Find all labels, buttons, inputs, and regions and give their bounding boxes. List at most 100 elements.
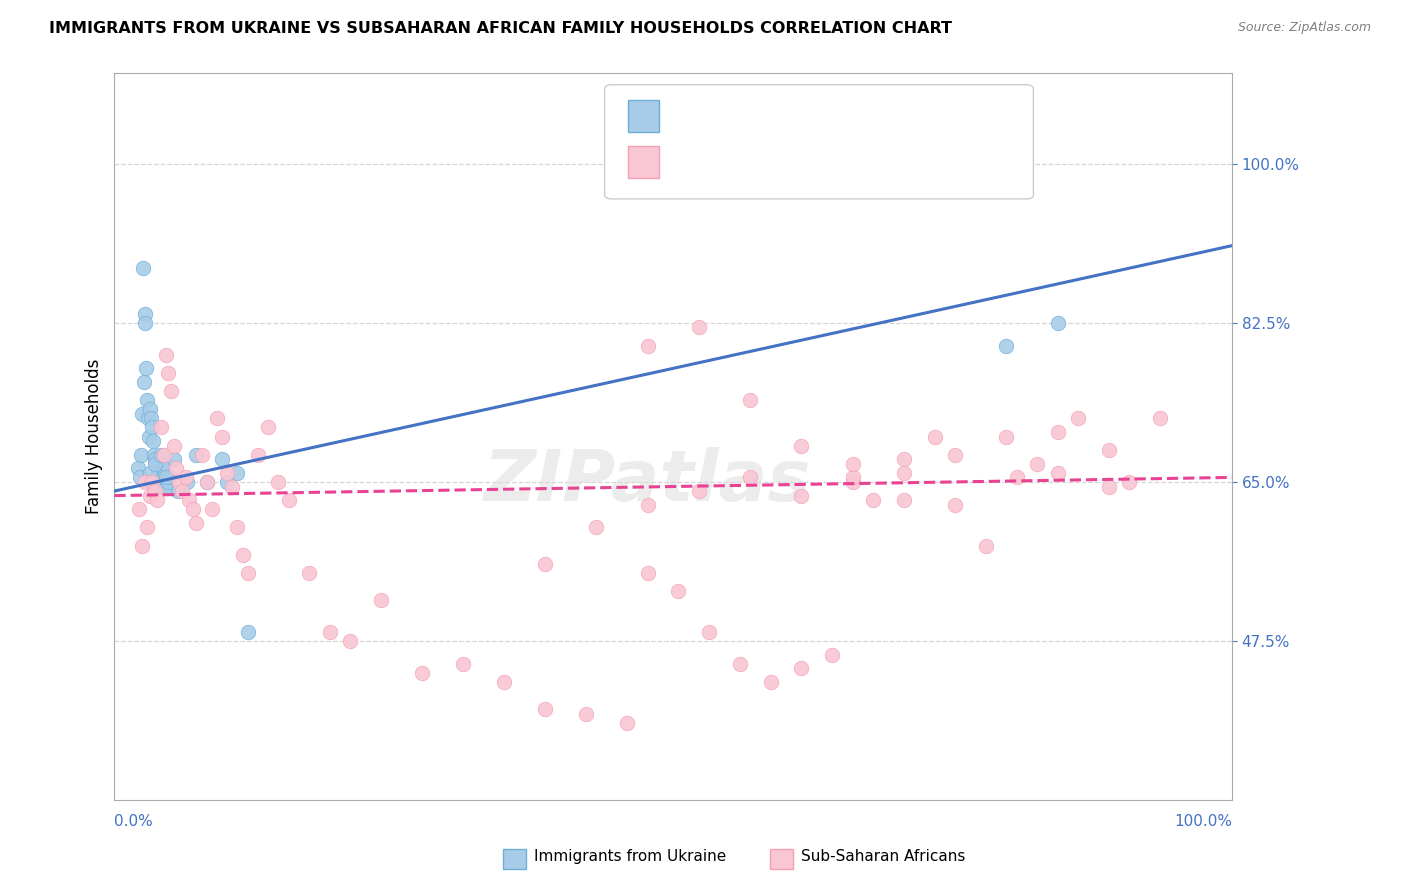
Point [170,484,193,499]
Point [150,479,173,493]
Point [142,434,165,448]
Point [226,520,249,534]
Point [134,475,156,489]
Point [575,706,598,721]
Point [146,493,169,508]
Point [152,448,174,462]
Point [257,420,280,434]
Point [155,479,177,493]
Point [943,498,966,512]
Point [156,475,179,489]
Point [339,634,361,648]
Point [226,466,249,480]
Point [943,448,966,462]
Point [134,316,156,330]
Point [145,457,167,471]
Point [141,420,163,434]
Point [134,375,156,389]
Point [167,484,190,499]
Point [821,648,844,662]
Point [139,466,162,480]
Point [893,452,915,467]
Point [790,489,813,503]
Point [156,366,179,380]
Point [841,470,863,484]
Text: IMMIGRANTS FROM UKRAINE VS SUBSAHARAN AFRICAN FAMILY HOUSEHOLDS CORRELATION CHAR: IMMIGRANTS FROM UKRAINE VS SUBSAHARAN AF… [49,21,952,36]
Y-axis label: Family Households: Family Households [86,359,103,514]
Point [924,429,946,443]
Point [637,566,659,580]
Point [893,493,915,508]
Point [163,439,186,453]
Point [974,539,997,553]
Point [1046,466,1069,480]
Point [1098,443,1121,458]
Point [616,715,638,730]
Point [131,539,153,553]
Point [267,475,290,489]
Point [841,457,863,471]
Point [148,470,170,484]
Point [790,439,813,453]
Point [138,429,160,443]
Point [1149,411,1171,425]
Point [146,461,169,475]
Point [152,461,174,475]
Point [155,348,177,362]
Point [141,411,163,425]
Point [134,307,156,321]
Point [152,470,174,484]
Text: Source: ZipAtlas.com: Source: ZipAtlas.com [1237,21,1371,34]
Point [179,493,201,508]
Point [697,624,720,639]
Point [1046,316,1069,330]
Point [141,475,163,489]
Point [298,566,321,580]
Point [159,470,181,484]
Point [246,448,269,462]
Point [893,466,915,480]
Point [143,448,166,462]
Point [131,407,153,421]
Point [190,448,212,462]
Point [127,461,149,475]
Point [862,493,884,508]
Point [277,493,299,508]
Point [738,470,761,484]
Point [370,593,392,607]
Point [943,153,966,167]
Point [217,475,239,489]
Point [205,411,228,425]
Point [153,457,176,471]
Point [995,429,1018,443]
Point [492,674,515,689]
Point [129,470,152,484]
Point [759,674,782,689]
Point [232,548,254,562]
Point [211,429,233,443]
Point [195,475,218,489]
Point [136,411,159,425]
Point [139,489,162,503]
Point [211,452,233,467]
Point [149,420,172,434]
Point [841,475,863,489]
Point [995,338,1018,352]
Point [1118,475,1140,489]
Text: R = 0.336    N = 45: R = 0.336 N = 45 [676,107,868,125]
Point [195,475,218,489]
Point [145,457,167,471]
Point [585,520,607,534]
Point [155,470,177,484]
Point [186,516,208,530]
Point [790,661,813,675]
Point [148,466,170,480]
Point [637,338,659,352]
Point [136,520,159,534]
Point [1005,470,1028,484]
Point [666,584,689,599]
Point [149,475,172,489]
Point [201,502,224,516]
Point [1067,411,1090,425]
Point [688,320,710,334]
